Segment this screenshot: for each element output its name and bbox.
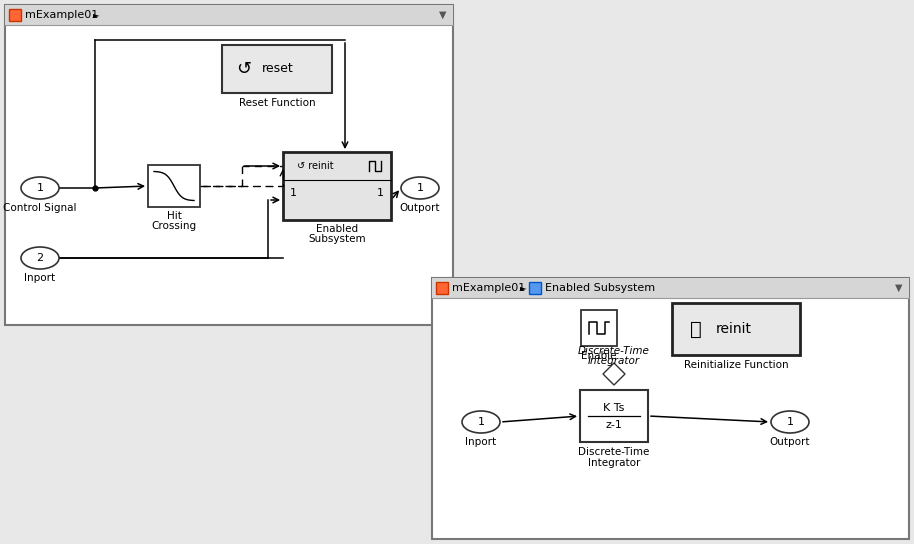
Text: K Ts: K Ts — [603, 403, 624, 413]
Text: 1: 1 — [377, 188, 384, 198]
FancyBboxPatch shape — [672, 303, 800, 355]
Bar — [432, 278, 909, 298]
Text: Discrete-Time: Discrete-Time — [579, 447, 650, 457]
Text: 2: 2 — [37, 253, 44, 263]
Bar — [581, 310, 617, 346]
Bar — [148, 165, 200, 207]
FancyBboxPatch shape — [283, 152, 391, 220]
Ellipse shape — [401, 177, 439, 199]
Bar — [9, 9, 21, 21]
Bar — [580, 390, 648, 442]
Ellipse shape — [771, 411, 809, 433]
Text: Enable: Enable — [581, 351, 617, 361]
Text: Integrator: Integrator — [588, 458, 640, 468]
Text: ▼: ▼ — [895, 283, 903, 293]
Bar — [432, 278, 909, 539]
Text: mExample01: mExample01 — [452, 283, 526, 293]
Text: 1: 1 — [37, 183, 44, 193]
Text: ↺ reinit: ↺ reinit — [297, 161, 334, 171]
Bar — [5, 5, 453, 325]
Text: Control Signal: Control Signal — [4, 203, 77, 213]
Text: Hit: Hit — [166, 211, 182, 221]
Text: ▼: ▼ — [440, 10, 447, 20]
Text: 1: 1 — [787, 417, 793, 427]
Bar — [436, 282, 448, 294]
Text: z-1: z-1 — [606, 420, 622, 430]
Text: ►: ► — [520, 283, 526, 293]
Text: Subsystem: Subsystem — [308, 234, 366, 244]
Ellipse shape — [462, 411, 500, 433]
FancyBboxPatch shape — [222, 45, 332, 93]
Ellipse shape — [21, 177, 59, 199]
Bar — [529, 282, 541, 294]
Text: Reinitialize Function: Reinitialize Function — [684, 360, 788, 370]
Text: 1: 1 — [290, 188, 297, 198]
Text: reinit: reinit — [716, 322, 752, 336]
Text: reset: reset — [262, 63, 293, 76]
Text: Reset Function: Reset Function — [239, 98, 315, 108]
Text: mExample01: mExample01 — [25, 10, 98, 20]
Ellipse shape — [21, 247, 59, 269]
Text: 1: 1 — [477, 417, 484, 427]
Text: Enabled: Enabled — [316, 224, 358, 234]
Text: Enabled Subsystem: Enabled Subsystem — [545, 283, 655, 293]
Text: Inport: Inport — [25, 273, 56, 283]
Text: 1: 1 — [417, 183, 423, 193]
Text: Outport: Outport — [770, 437, 810, 447]
Text: ⏻: ⏻ — [690, 319, 702, 338]
Bar — [5, 5, 453, 25]
Text: Inport: Inport — [465, 437, 496, 447]
Text: Crossing: Crossing — [152, 221, 197, 231]
Text: Integrator: Integrator — [588, 356, 640, 366]
Polygon shape — [603, 363, 625, 385]
Text: Outport: Outport — [399, 203, 441, 213]
Text: Discrete-Time: Discrete-Time — [578, 346, 650, 356]
Text: ↺: ↺ — [237, 60, 251, 78]
Text: ►: ► — [93, 10, 100, 20]
